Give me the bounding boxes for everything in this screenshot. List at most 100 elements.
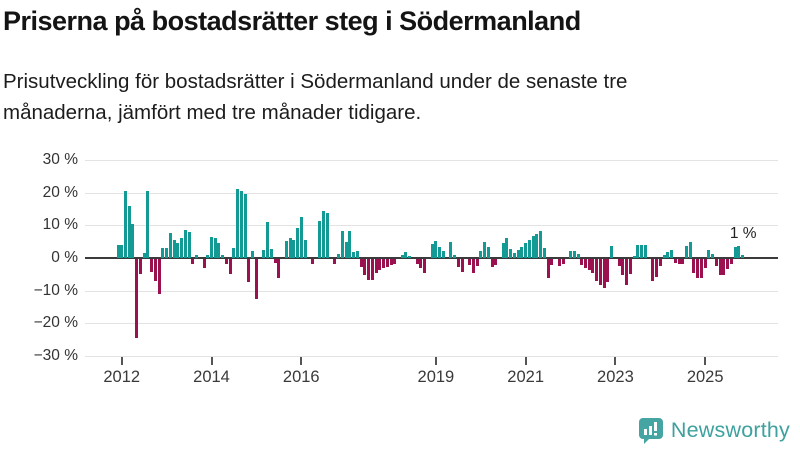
bar [471, 259, 475, 274]
bar [741, 254, 745, 258]
bar [591, 259, 595, 273]
x-axis-tick [210, 357, 213, 366]
bar [337, 254, 341, 258]
bar [617, 259, 621, 266]
bar [505, 237, 509, 258]
bar [453, 254, 457, 258]
bar [180, 238, 184, 258]
bar [610, 245, 614, 258]
bar [168, 233, 172, 258]
bar [494, 259, 498, 265]
x-axis-label: 2021 [507, 368, 545, 386]
bar [378, 259, 382, 270]
bar [277, 259, 281, 279]
x-axis-label: 2019 [417, 368, 455, 386]
bar [423, 259, 427, 274]
x-axis-tick [614, 357, 617, 366]
x-axis-tick [300, 357, 303, 366]
bar [658, 259, 662, 266]
bar [325, 212, 329, 258]
bar [355, 250, 359, 258]
bar [262, 249, 266, 258]
bar [228, 259, 232, 275]
bar [195, 254, 199, 258]
bar [441, 250, 445, 258]
bar [344, 241, 348, 258]
y-axis-label: −20 % [33, 314, 78, 332]
bar [520, 247, 524, 258]
bar [696, 259, 700, 279]
bar [557, 259, 561, 266]
bar [456, 259, 460, 267]
bar [584, 259, 587, 269]
bar [251, 250, 255, 258]
bar [718, 259, 722, 276]
bar [363, 259, 367, 276]
bar [224, 259, 228, 265]
bar [367, 259, 371, 280]
bar [722, 259, 726, 276]
bar [404, 251, 408, 258]
x-axis-label: 2023 [597, 368, 634, 386]
bar [310, 259, 314, 265]
bar [138, 259, 142, 275]
bar [210, 236, 213, 258]
bar [677, 259, 681, 264]
bar [490, 259, 494, 268]
x-axis-tick [434, 357, 437, 366]
bar [352, 252, 356, 258]
bar [655, 259, 659, 278]
bar [714, 259, 718, 266]
bar [703, 259, 707, 268]
bar [524, 243, 528, 258]
brand-name: Newsworthy [670, 417, 790, 442]
bar [483, 241, 487, 258]
bar [273, 259, 277, 263]
bar [135, 259, 139, 338]
bar [247, 259, 251, 283]
bar [707, 250, 711, 258]
bar [254, 259, 258, 299]
bar [296, 227, 300, 258]
bar [512, 253, 516, 258]
y-axis-label: 30 % [42, 150, 78, 168]
zero-axis-line [85, 257, 778, 260]
bar [632, 255, 636, 258]
bar [172, 240, 176, 258]
bar [602, 259, 606, 288]
bar [161, 248, 165, 258]
bar [572, 251, 576, 258]
bar [217, 243, 221, 258]
bar [232, 248, 236, 258]
bar [165, 248, 169, 258]
bar [561, 259, 565, 264]
y-axis-label: 10 % [42, 216, 78, 234]
bar [269, 248, 273, 258]
bar [359, 259, 363, 267]
gridline [85, 192, 778, 194]
bar [670, 249, 674, 258]
bar [153, 259, 157, 281]
bar [509, 248, 513, 258]
bar [239, 190, 243, 258]
bar [176, 243, 180, 258]
last-value-label: 1 % [729, 225, 757, 242]
bar [628, 259, 632, 274]
bar [157, 259, 161, 294]
bar [449, 241, 453, 258]
bar [120, 244, 124, 258]
bar [438, 246, 442, 258]
bar [699, 259, 703, 278]
bar [318, 221, 322, 258]
gridline [85, 159, 778, 161]
bar [408, 255, 412, 258]
bar [266, 222, 270, 258]
bar [333, 259, 337, 265]
bar [382, 259, 386, 268]
x-axis-tick [120, 357, 123, 366]
bar [183, 230, 187, 258]
brand-footer: Newsworthy [638, 415, 790, 445]
bar [726, 259, 730, 269]
